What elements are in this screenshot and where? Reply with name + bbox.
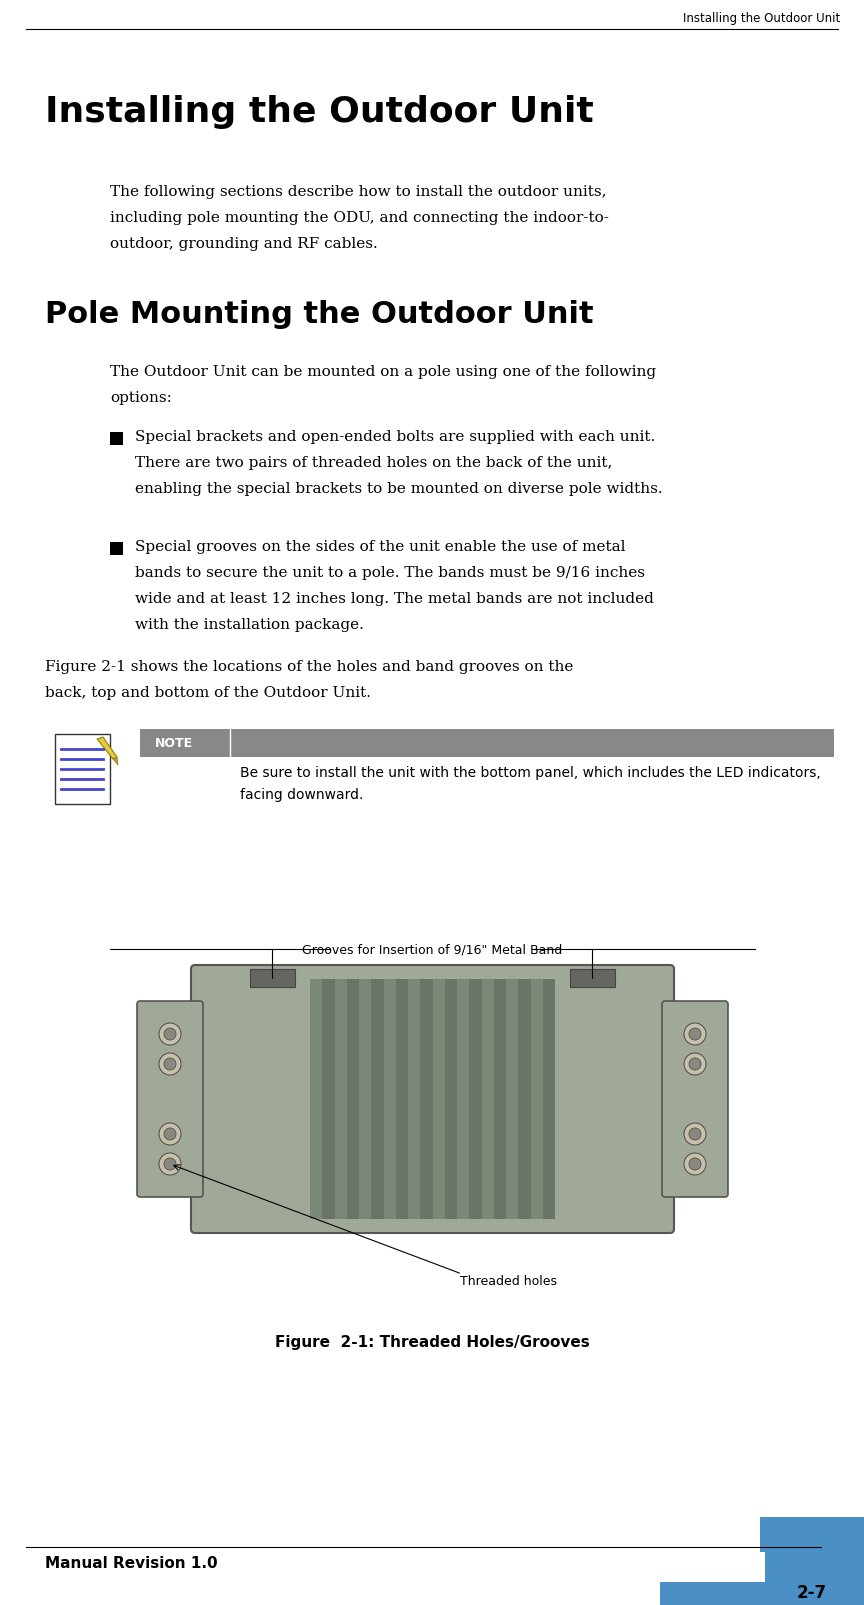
Text: Special grooves on the sides of the unit enable the use of metal: Special grooves on the sides of the unit… <box>135 539 626 554</box>
Bar <box>384 979 396 1220</box>
Circle shape <box>689 1058 701 1071</box>
Circle shape <box>159 1154 181 1175</box>
Bar <box>310 979 322 1220</box>
Bar <box>110 433 123 446</box>
Text: Be sure to install the unit with the bottom panel, which includes the LED indica: Be sure to install the unit with the bot… <box>240 766 821 780</box>
Polygon shape <box>113 758 118 766</box>
Circle shape <box>684 1053 706 1075</box>
FancyBboxPatch shape <box>137 1002 203 1197</box>
Circle shape <box>684 1154 706 1175</box>
Text: bands to secure the unit to a pole. The bands must be 9/16 inches: bands to secure the unit to a pole. The … <box>135 565 645 579</box>
Bar <box>408 979 420 1220</box>
Bar <box>250 969 295 987</box>
Text: with the installation package.: with the installation package. <box>135 618 364 632</box>
Text: Grooves for Insertion of 9/16" Metal Band: Grooves for Insertion of 9/16" Metal Ban… <box>302 942 562 957</box>
Text: options:: options: <box>110 390 172 404</box>
Text: enabling the special brackets to be mounted on diverse pole widths.: enabling the special brackets to be moun… <box>135 482 663 496</box>
Text: Threaded holes: Threaded holes <box>460 1274 557 1287</box>
Text: There are two pairs of threaded holes on the back of the unit,: There are two pairs of threaded holes on… <box>135 456 613 470</box>
Text: wide and at least 12 inches long. The metal bands are not included: wide and at least 12 inches long. The me… <box>135 592 654 605</box>
Circle shape <box>689 1029 701 1040</box>
Bar <box>140 730 834 758</box>
Circle shape <box>164 1159 176 1170</box>
Bar <box>660 1552 765 1583</box>
Text: Installing the Outdoor Unit: Installing the Outdoor Unit <box>45 95 594 128</box>
Bar <box>570 969 615 987</box>
Circle shape <box>159 1024 181 1045</box>
Circle shape <box>164 1058 176 1071</box>
Text: Figure 2-1 shows the locations of the holes and band grooves on the: Figure 2-1 shows the locations of the ho… <box>45 660 574 674</box>
Text: The Outdoor Unit can be mounted on a pole using one of the following: The Outdoor Unit can be mounted on a pol… <box>110 364 656 379</box>
Text: including pole mounting the ODU, and connecting the indoor-to-: including pole mounting the ODU, and con… <box>110 210 609 225</box>
Bar <box>55 735 110 804</box>
Bar <box>760 1517 864 1605</box>
Text: back, top and bottom of the Outdoor Unit.: back, top and bottom of the Outdoor Unit… <box>45 685 371 700</box>
Bar <box>110 542 123 555</box>
Text: The following sections describe how to install the outdoor units,: The following sections describe how to i… <box>110 185 607 199</box>
Circle shape <box>684 1024 706 1045</box>
Bar <box>506 979 518 1220</box>
Circle shape <box>689 1128 701 1140</box>
Circle shape <box>159 1124 181 1146</box>
Polygon shape <box>97 738 117 759</box>
Circle shape <box>689 1159 701 1170</box>
Bar <box>334 979 346 1220</box>
Text: NOTE: NOTE <box>155 737 194 750</box>
Circle shape <box>684 1124 706 1146</box>
Text: outdoor, grounding and RF cables.: outdoor, grounding and RF cables. <box>110 238 378 250</box>
Text: Special brackets and open-ended bolts are supplied with each unit.: Special brackets and open-ended bolts ar… <box>135 430 655 443</box>
Text: Manual Revision 1.0: Manual Revision 1.0 <box>45 1555 218 1570</box>
Circle shape <box>164 1128 176 1140</box>
Circle shape <box>159 1053 181 1075</box>
Bar <box>310 979 555 1220</box>
Text: facing downward.: facing downward. <box>240 788 364 801</box>
Text: Figure  2-1: Threaded Holes/Grooves: Figure 2-1: Threaded Holes/Grooves <box>275 1334 589 1350</box>
Bar <box>660 1552 864 1605</box>
Text: 2-7: 2-7 <box>797 1583 827 1602</box>
Bar <box>433 979 445 1220</box>
Text: Installing the Outdoor Unit: Installing the Outdoor Unit <box>683 11 840 26</box>
Text: Pole Mounting the Outdoor Unit: Pole Mounting the Outdoor Unit <box>45 300 594 329</box>
Circle shape <box>164 1029 176 1040</box>
Bar <box>481 979 493 1220</box>
Bar <box>359 979 372 1220</box>
FancyBboxPatch shape <box>662 1002 728 1197</box>
Bar <box>457 979 469 1220</box>
FancyBboxPatch shape <box>191 965 674 1233</box>
Bar <box>530 979 543 1220</box>
